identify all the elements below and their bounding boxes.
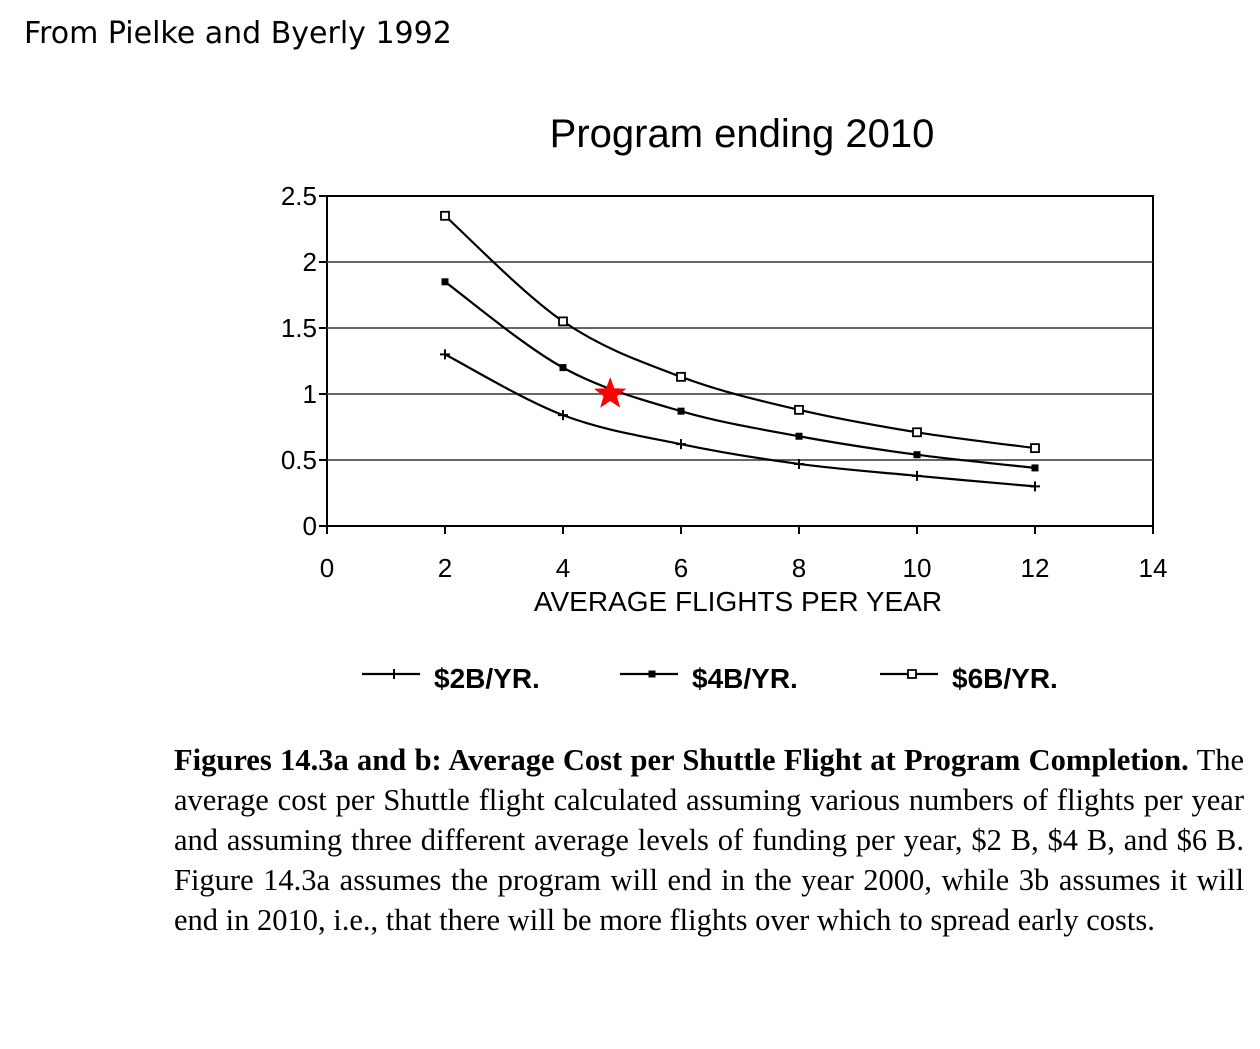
series-path [444,353,1036,488]
x-tick-label: 0 [320,553,334,583]
chart-title: Program ending 2010 [550,112,935,156]
y-tick-label: 2.5 [281,181,317,211]
legend: $2B/YR. $4B/YR. $6B/YR. [362,663,1058,694]
series-path [444,214,1036,450]
series-layer [440,210,1040,492]
data-point-plus [794,458,804,469]
data-point-open-square [676,371,686,382]
series-path [444,280,1036,470]
source-note: From Pielke and Byerly 1992 [24,16,452,51]
data-point-filled-square [677,407,685,415]
data-point-plus [558,410,568,421]
data-point-open-square [794,404,804,415]
gridlines [319,195,1154,534]
data-point-plus [389,669,399,679]
data-point-open-square [1030,443,1040,454]
series-line [441,278,1039,472]
x-tick-label: 2 [438,553,452,583]
y-tick-label: 2 [303,247,317,277]
x-tick-label: 14 [1139,553,1168,583]
data-point-filled-square [441,278,449,286]
data-point-plus [676,439,686,450]
figure-caption: Figures 14.3a and b: Average Cost per Sh… [174,740,1244,940]
y-tick-label: 0.5 [281,445,317,475]
data-point-open-square [440,210,450,221]
series-line [440,349,1040,492]
x-tick-labels: 0 2 4 6 8 10 12 14 [320,553,1168,583]
data-point-filled-square [913,451,921,459]
data-point-open-square [907,669,917,679]
legend-label: $2B/YR. [434,663,540,694]
caption-body: The average cost per Shuttle flight calc… [174,743,1244,937]
y-tick-labels: 0 0.5 1 1.5 2 2.5 [281,181,317,541]
legend-label: $6B/YR. [952,663,1058,694]
series-line [440,210,1040,454]
annotation-layer [594,377,627,408]
data-point-plus [1030,481,1040,492]
x-tick-label: 12 [1021,553,1050,583]
y-tick-label: 1 [303,379,317,409]
y-tick-label: 0 [303,511,317,541]
y-tick-label: 1.5 [281,313,317,343]
star-marker [594,377,627,408]
caption-lead: Figures 14.3a and b: Average Cost per Sh… [174,743,1189,777]
data-point-open-square [558,316,568,327]
x-axis-label: AVERAGE FLIGHTS PER YEAR [534,586,942,617]
x-tick-label: 4 [556,553,570,583]
data-point-open-square [912,427,922,438]
data-point-plus [440,349,450,360]
legend-item: $6B/YR. [880,663,1058,694]
line-chart: Program ending 2010 0 0.5 1 1.5 2 2.5 0 2 4 6 8 10… [281,112,1168,694]
data-point-filled-square [648,670,656,678]
data-point-filled-square [795,432,803,440]
legend-item: $4B/YR. [620,663,798,694]
legend-label: $4B/YR. [692,663,798,694]
data-point-filled-square [559,364,567,372]
x-tick-label: 8 [792,553,806,583]
legend-item: $2B/YR. [362,663,540,694]
x-tick-label: 6 [674,553,688,583]
x-tick-label: 10 [903,553,932,583]
data-point-filled-square [1031,464,1039,472]
data-point-plus [912,470,922,481]
plot-area [326,195,1154,527]
